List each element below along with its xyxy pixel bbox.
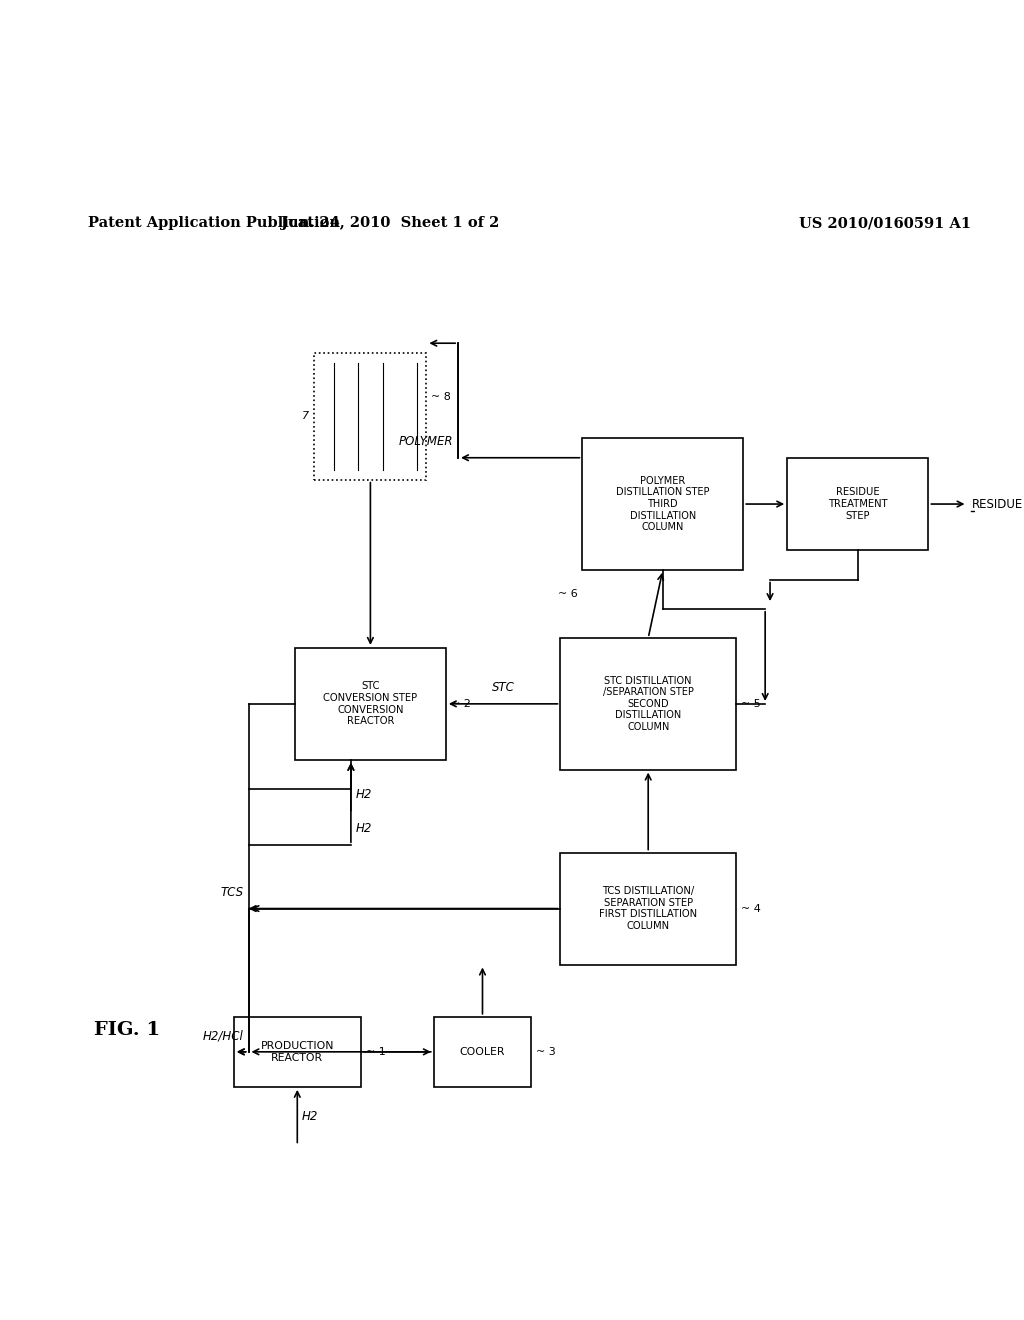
FancyBboxPatch shape [233, 1016, 360, 1086]
Text: H2: H2 [355, 822, 372, 836]
Text: ~ 3: ~ 3 [537, 1047, 556, 1057]
Text: ~ 4: ~ 4 [740, 904, 761, 913]
Text: POLYMER
DISTILLATION STEP
THIRD
DISTILLATION
COLUMN: POLYMER DISTILLATION STEP THIRD DISTILLA… [616, 475, 710, 532]
Text: TCS: TCS [220, 886, 244, 899]
Text: ~ 5: ~ 5 [740, 698, 761, 709]
FancyBboxPatch shape [295, 648, 445, 760]
FancyBboxPatch shape [560, 853, 736, 965]
FancyBboxPatch shape [560, 638, 736, 770]
Text: H2: H2 [302, 1110, 318, 1123]
Text: ~ 6: ~ 6 [558, 589, 578, 599]
Text: H2: H2 [355, 788, 372, 800]
Text: ~ 8: ~ 8 [431, 392, 452, 401]
Text: COOLER: COOLER [460, 1047, 505, 1057]
Text: RESIDUE: RESIDUE [973, 498, 1024, 511]
Text: H2/HCl: H2/HCl [203, 1030, 244, 1041]
Text: ~ 1: ~ 1 [366, 1047, 385, 1057]
Text: Jun. 24, 2010  Sheet 1 of 2: Jun. 24, 2010 Sheet 1 of 2 [281, 216, 499, 231]
Text: TCS DISTILLATION/
SEPARATION STEP
FIRST DISTILLATION
COLUMN: TCS DISTILLATION/ SEPARATION STEP FIRST … [599, 886, 697, 931]
Text: PRODUCTION
REACTOR: PRODUCTION REACTOR [260, 1041, 334, 1063]
Text: ~ 2: ~ 2 [451, 698, 471, 709]
FancyBboxPatch shape [787, 458, 929, 550]
Text: 7: 7 [302, 412, 309, 421]
FancyBboxPatch shape [314, 352, 426, 479]
Text: STC
CONVERSION STEP
CONVERSION
REACTOR: STC CONVERSION STEP CONVERSION REACTOR [324, 681, 418, 726]
Text: STC: STC [492, 681, 515, 694]
Text: US 2010/0160591 A1: US 2010/0160591 A1 [800, 216, 972, 231]
Text: STC DISTILLATION
/SEPARATION STEP
SECOND
DISTILLATION
COLUMN: STC DISTILLATION /SEPARATION STEP SECOND… [603, 676, 693, 733]
Text: POLYMER: POLYMER [398, 436, 454, 447]
FancyBboxPatch shape [434, 1016, 531, 1086]
Text: Patent Application Publication: Patent Application Publication [88, 216, 340, 231]
Text: RESIDUE
TREATMENT
STEP: RESIDUE TREATMENT STEP [828, 487, 888, 520]
Text: FIG. 1: FIG. 1 [93, 1022, 160, 1039]
FancyBboxPatch shape [583, 438, 743, 570]
